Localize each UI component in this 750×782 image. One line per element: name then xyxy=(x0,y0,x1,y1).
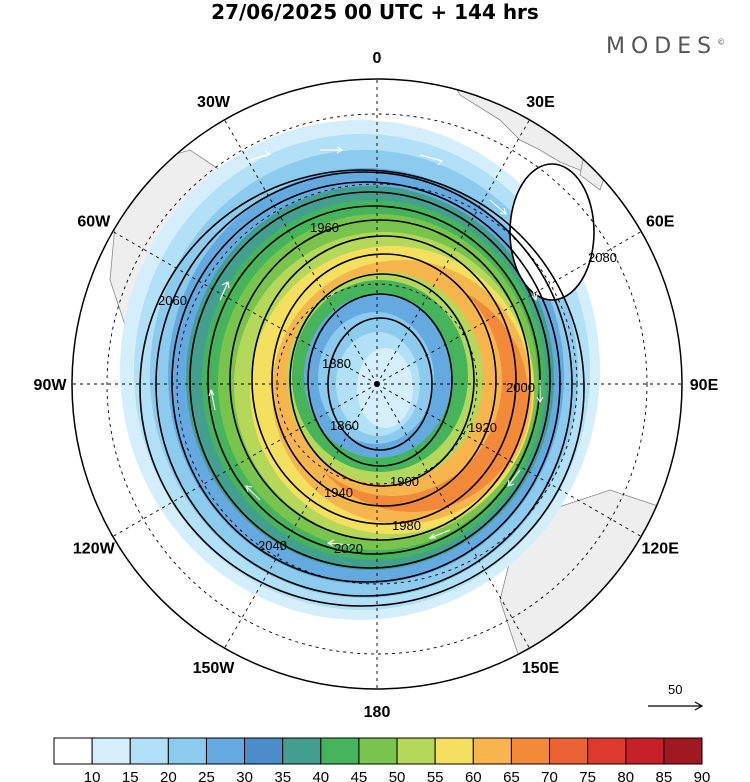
meridian-line xyxy=(376,231,642,385)
meridian-label: 150E xyxy=(522,660,560,677)
wind-vectors xyxy=(208,146,544,547)
colorbar-swatch xyxy=(587,737,627,765)
colorbar-tick-label: 80 xyxy=(617,769,634,782)
meridian-label: 120W xyxy=(73,541,116,558)
colorbar-tick-label: 75 xyxy=(579,769,596,782)
contour-label: 1940 xyxy=(324,485,353,500)
colorbar-tick-label: 90 xyxy=(694,769,711,782)
colorbar-tick-label: 40 xyxy=(312,769,329,782)
colorbar-swatch xyxy=(205,737,246,765)
colorbar-tick-label: 60 xyxy=(465,769,482,782)
meridian-label: 120E xyxy=(642,541,680,558)
colorbar-swatch xyxy=(663,737,703,765)
colorbar-tick-label: 15 xyxy=(122,769,139,782)
contour-label: 2000 xyxy=(506,380,535,395)
colorbar-swatch xyxy=(549,737,589,765)
south-pole-marker xyxy=(374,381,380,387)
chart-title: 27/06/2025 00 UTC + 144 hrs xyxy=(211,0,539,24)
colorbar-tick-label: 20 xyxy=(160,769,177,782)
brand-name: MODES xyxy=(606,34,718,59)
colorbar-swatch xyxy=(53,737,93,765)
meridian-line xyxy=(376,119,530,385)
colorbar-tick-label: 85 xyxy=(656,769,673,782)
meridian-label: 60W xyxy=(77,214,111,231)
meridian-label: 180 xyxy=(364,704,391,721)
colorbar-swatch xyxy=(129,737,169,765)
colorbar-swatch xyxy=(167,737,207,765)
contour-label: 1980 xyxy=(392,518,421,533)
colorbar-swatch xyxy=(510,737,551,765)
map-disk xyxy=(109,79,682,689)
brand-mark: © xyxy=(717,37,726,47)
meridian-label: 60E xyxy=(646,214,675,231)
meridian-label: 30E xyxy=(526,94,555,111)
colorbar-swatch xyxy=(91,737,131,765)
map-border xyxy=(71,78,683,690)
meridian-label: 90E xyxy=(690,377,719,394)
colorbar: 10 15 20 25 30 35 40 45 50 55 60 65 70 75 80 85 90 xyxy=(53,737,711,782)
contour-label: 1860 xyxy=(330,418,359,433)
meridian-line xyxy=(112,383,378,537)
graticule xyxy=(72,79,682,689)
colorbar-swatch xyxy=(434,737,474,765)
contour-label: 2080 xyxy=(588,250,617,265)
meridian-label: 90W xyxy=(34,377,68,394)
contour-labels: 2060 2040 2020 2000 1980 1960 1940 1920 … xyxy=(158,220,617,556)
contour-label: 1960 xyxy=(310,220,339,235)
colorbar-swatch xyxy=(244,737,284,765)
colorbar-swatch xyxy=(396,737,436,765)
brand-logo: MODES© xyxy=(606,34,725,59)
colorbar-tick-label: 50 xyxy=(389,769,406,782)
meridian-line xyxy=(376,383,642,537)
contour-label: 1880 xyxy=(322,356,351,371)
colorbar-tick-label: 35 xyxy=(274,769,291,782)
reference-vector: 50 xyxy=(648,682,704,711)
colorbar-tick-label: 25 xyxy=(198,769,215,782)
colorbar-swatch xyxy=(282,737,322,765)
meridian-labels: 0 30E 60E 90E 120E 150E 180 150W 120W 90W 60W 30W xyxy=(34,50,719,721)
colorbar-swatch xyxy=(472,737,512,765)
contour-label: 2020 xyxy=(334,541,363,556)
meridian-line xyxy=(224,383,378,649)
colorbar-swatch xyxy=(320,737,360,765)
meridian-label: 30W xyxy=(197,94,231,111)
meridian-line xyxy=(224,119,378,385)
meridian-label: 150W xyxy=(193,660,236,677)
meridian-line xyxy=(112,231,378,385)
meridian-label: 0 xyxy=(373,50,382,67)
colorbar-tick-label: 30 xyxy=(236,769,253,782)
contour-label: 2060 xyxy=(158,293,187,308)
colorbar-tick-label: 10 xyxy=(84,769,101,782)
colorbar-tick-label: 70 xyxy=(541,769,558,782)
contour-label: 1920 xyxy=(468,420,497,435)
meridian-line xyxy=(376,383,530,649)
contour-label: 2040 xyxy=(258,538,287,553)
colorbar-swatch xyxy=(625,737,665,765)
contour-label: 1900 xyxy=(390,474,419,489)
colorbar-tick-label: 65 xyxy=(503,769,520,782)
reference-arrow-icon xyxy=(648,701,704,711)
meridian-lines xyxy=(72,79,682,689)
colorbar-tick-label: 45 xyxy=(351,769,368,782)
colorbar-tick-label: 55 xyxy=(427,769,444,782)
colorbar-swatch xyxy=(358,737,398,765)
reference-vector-label: 50 xyxy=(668,682,682,697)
